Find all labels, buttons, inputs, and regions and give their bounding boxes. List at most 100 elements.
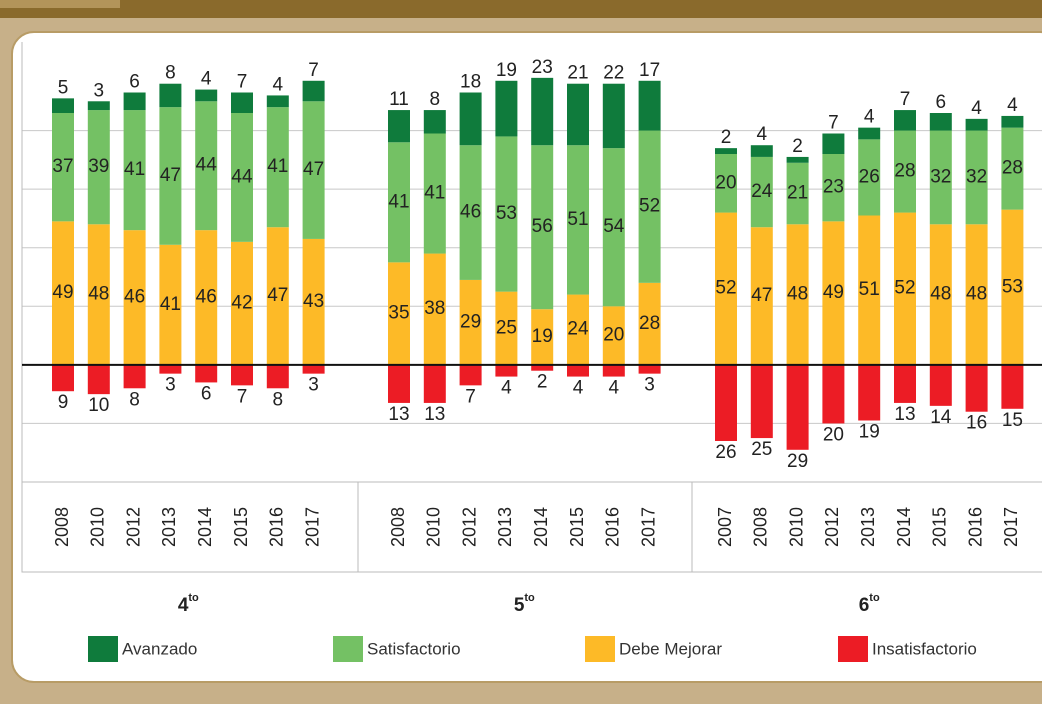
x-tick-label: 2012 — [822, 507, 842, 547]
bar-segment — [858, 215, 881, 365]
bar-segment — [495, 291, 518, 365]
bar-segment — [159, 83, 182, 108]
value-label: 14 — [930, 407, 952, 428]
value-label: 8 — [129, 389, 140, 410]
bar-segment — [750, 156, 773, 228]
bar-segment — [195, 364, 218, 383]
bar-segment — [231, 92, 253, 113]
bar-segment — [965, 224, 988, 365]
value-label: 54 — [603, 216, 625, 237]
value-label: 6 — [201, 383, 212, 404]
bar-segment — [822, 364, 845, 424]
legend-swatch — [585, 636, 615, 662]
x-tick-label: 2015 — [231, 507, 251, 547]
x-tick-label: 2012 — [459, 507, 479, 547]
bar-segment — [602, 83, 625, 149]
group-label: 6to — [859, 592, 880, 616]
value-label: 49 — [823, 282, 844, 303]
legend-swatch — [838, 636, 868, 662]
group-number: 5 — [514, 595, 525, 616]
value-label: 49 — [52, 282, 73, 303]
top-tab — [0, 0, 120, 8]
value-label: 17 — [639, 60, 660, 81]
value-label: 4 — [1007, 95, 1018, 116]
bar-segment — [567, 145, 589, 295]
value-label: 29 — [460, 311, 481, 332]
bar-segment — [531, 77, 554, 146]
value-label: 18 — [460, 72, 481, 93]
value-label: 13 — [388, 404, 409, 425]
value-label: 8 — [273, 389, 284, 410]
value-label: 39 — [88, 156, 109, 177]
x-tick-label: 2014 — [531, 507, 551, 547]
value-label: 35 — [388, 303, 409, 324]
bar-segment — [87, 364, 110, 395]
group-label: 5to — [514, 592, 535, 616]
bar-segment — [302, 238, 325, 365]
bar-segment — [266, 227, 289, 365]
legend-swatch — [333, 636, 363, 662]
group-suffix: to — [869, 592, 880, 604]
bar-segment — [423, 110, 446, 134]
value-label: 7 — [900, 89, 911, 110]
bar-segment — [858, 364, 881, 421]
value-label: 8 — [430, 89, 441, 110]
legend-label: Satisfactorio — [367, 639, 461, 658]
x-tick-label: 2008 — [52, 507, 72, 547]
value-label: 56 — [532, 216, 553, 237]
value-label: 20 — [715, 172, 736, 193]
value-label: 41 — [424, 183, 445, 204]
category-box — [21, 481, 1042, 573]
top-band — [0, 0, 1042, 18]
bar-segment — [531, 364, 554, 371]
value-label: 28 — [894, 161, 915, 182]
value-label: 32 — [966, 166, 987, 187]
value-label: 32 — [930, 166, 951, 187]
bar-segment — [195, 230, 218, 365]
bar-segment — [302, 80, 325, 102]
bar-segment — [894, 364, 916, 403]
value-label: 52 — [715, 278, 736, 299]
bar-segment — [602, 306, 625, 365]
legend-swatch — [88, 636, 118, 662]
value-label: 6 — [936, 92, 947, 113]
bar-segment — [123, 92, 146, 111]
value-label: 23 — [532, 57, 553, 78]
value-label: 2 — [721, 127, 732, 148]
x-tick-label: 2015 — [567, 507, 587, 547]
bar-segment — [929, 113, 952, 131]
bar-segment — [786, 156, 809, 163]
bar-segment — [388, 142, 410, 263]
x-tick-label: 2008 — [388, 507, 408, 547]
value-label: 22 — [603, 63, 624, 84]
value-label: 53 — [496, 203, 517, 224]
bar-segment — [567, 364, 589, 377]
value-label: 10 — [88, 395, 109, 416]
x-tick-label: 2012 — [123, 507, 143, 547]
value-label: 28 — [639, 313, 660, 334]
bar-segment — [822, 133, 845, 154]
value-label: 6 — [129, 72, 140, 93]
value-label: 20 — [603, 325, 624, 346]
value-label: 48 — [966, 284, 987, 305]
bar-segment — [52, 113, 74, 222]
group-number: 4 — [178, 595, 189, 616]
bar-segment — [459, 145, 482, 280]
value-label: 26 — [715, 442, 736, 463]
bar-segment — [459, 364, 482, 386]
bar-segment — [388, 364, 410, 403]
legend-label: Insatisfactorio — [872, 639, 977, 658]
value-label: 47 — [267, 285, 288, 306]
x-tick-label: 2010 — [88, 507, 108, 547]
bar-segment — [1001, 127, 1024, 210]
bar-segment — [929, 130, 952, 225]
bar-segment — [638, 282, 661, 365]
value-label: 42 — [231, 292, 252, 313]
bar-segment — [638, 364, 661, 374]
x-tick-label: 2017 — [1001, 507, 1021, 547]
value-label: 19 — [532, 326, 553, 347]
value-label: 29 — [787, 451, 808, 472]
bar-segment — [715, 212, 737, 365]
value-label: 44 — [231, 166, 253, 187]
